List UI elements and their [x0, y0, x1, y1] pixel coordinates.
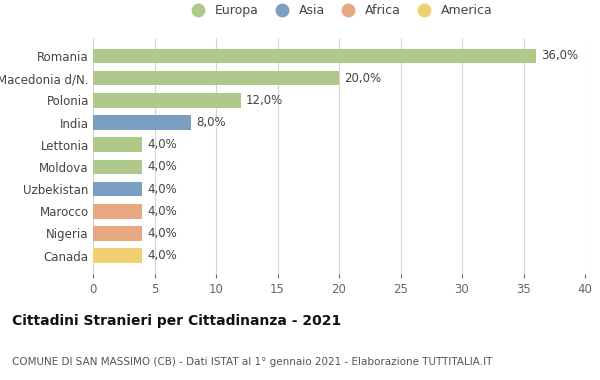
Text: COMUNE DI SAN MASSIMO (CB) - Dati ISTAT al 1° gennaio 2021 - Elaborazione TUTTIT: COMUNE DI SAN MASSIMO (CB) - Dati ISTAT …	[12, 357, 493, 367]
Text: 4,0%: 4,0%	[147, 183, 177, 196]
Bar	[93, 226, 142, 241]
Bar	[93, 160, 142, 174]
Bar	[93, 115, 191, 130]
Bar	[93, 138, 142, 152]
Bar	[93, 93, 241, 108]
Bar	[93, 49, 536, 63]
Text: 4,0%: 4,0%	[147, 227, 177, 240]
Text: 20,0%: 20,0%	[344, 71, 381, 85]
Text: 4,0%: 4,0%	[147, 249, 177, 262]
Bar	[93, 249, 142, 263]
Bar	[93, 204, 142, 218]
Text: 4,0%: 4,0%	[147, 160, 177, 173]
Text: 4,0%: 4,0%	[147, 138, 177, 151]
Text: 12,0%: 12,0%	[245, 94, 283, 107]
Text: 8,0%: 8,0%	[196, 116, 226, 129]
Bar	[93, 71, 339, 86]
Legend: Europa, Asia, Africa, America: Europa, Asia, Africa, America	[180, 0, 498, 22]
Text: Cittadini Stranieri per Cittadinanza - 2021: Cittadini Stranieri per Cittadinanza - 2…	[12, 314, 341, 328]
Text: 36,0%: 36,0%	[541, 49, 578, 62]
Bar	[93, 182, 142, 196]
Text: 4,0%: 4,0%	[147, 205, 177, 218]
